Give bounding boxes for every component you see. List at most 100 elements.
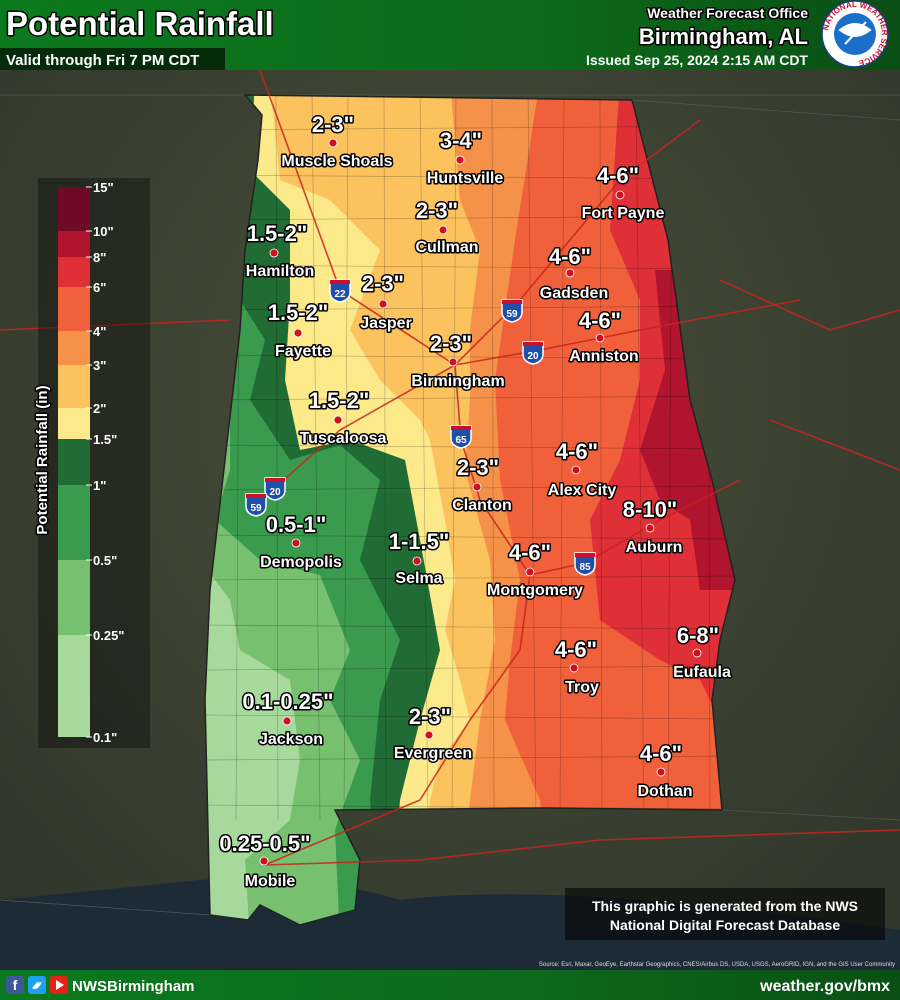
rainfall-amount: 0.5-1" — [266, 512, 327, 537]
interstate-band — [523, 342, 543, 346]
subtitle-bar — [0, 48, 225, 70]
county-line — [343, 95, 349, 821]
legend-label: 0.1" — [93, 730, 117, 745]
interstate-label: 20 — [269, 487, 281, 498]
city-name: Eufaula — [673, 664, 731, 681]
rainfall-amount: 0.25-0.5" — [219, 831, 310, 856]
interstate-band — [265, 478, 285, 482]
rainfall-amount: 2-3" — [457, 455, 499, 480]
legend-swatch — [58, 560, 90, 635]
city-name: Mobile — [245, 873, 296, 890]
county-line — [559, 95, 565, 821]
city-name: Troy — [565, 679, 599, 696]
city-dot — [412, 556, 422, 566]
county-line — [527, 95, 537, 821]
county-line — [635, 95, 645, 821]
legend-swatch — [58, 287, 90, 331]
city-name: Tuscaloosa — [300, 430, 387, 447]
rainfall-amount: 4-6" — [549, 244, 591, 269]
city-name: Demopolis — [260, 554, 342, 571]
legend-label: 0.5" — [93, 553, 117, 568]
city-dot — [472, 482, 482, 492]
city-dot — [569, 663, 579, 673]
rainfall-amount: 2-3" — [430, 331, 472, 356]
legend-swatch — [58, 485, 90, 560]
rainfall-amount: 2-3" — [312, 112, 354, 137]
interstate-band — [330, 280, 350, 284]
location: Birmingham, AL — [639, 24, 808, 49]
city-name: Birmingham — [411, 373, 504, 390]
city-name: Selma — [395, 570, 442, 587]
rainfall-amount: 2-3" — [409, 704, 451, 729]
legend-swatch — [58, 231, 90, 257]
county-line — [205, 755, 735, 761]
interstate-band — [502, 300, 522, 304]
city-name: Muscle Shoals — [281, 153, 392, 170]
note-line: This graphic is generated from the NWS — [592, 898, 858, 914]
note-line: National Digital Forecast Database — [610, 917, 841, 933]
city-dot — [595, 333, 605, 343]
footer-handle[interactable]: NWSBirmingham — [72, 978, 195, 995]
city-dot — [692, 648, 702, 658]
interstate-label: 59 — [250, 503, 262, 514]
issued: Issued Sep 25, 2024 2:15 AM CDT — [586, 52, 808, 68]
city-name: Jackson — [259, 731, 323, 748]
rainfall-amount: 8-10" — [623, 497, 677, 522]
rainfall-amount: 1.5-2" — [268, 300, 329, 325]
city-name: Anniston — [569, 348, 638, 365]
county-line — [311, 95, 321, 821]
city-name: Auburn — [626, 539, 683, 556]
interstate-label: 20 — [527, 351, 539, 362]
footer-url[interactable]: weather.gov/bmx — [759, 978, 890, 995]
county-line — [205, 264, 735, 270]
legend-swatch — [58, 408, 90, 439]
source: Source: Esri, Maxar, GeoEye, Earthstar G… — [539, 962, 895, 968]
county-line — [205, 624, 735, 630]
interstate-shields: 22 59 20 65 20 59 85 — [245, 279, 596, 576]
county-line — [205, 575, 735, 581]
county-line — [383, 95, 387, 821]
interstate-shield — [450, 425, 472, 449]
interstate-band — [246, 494, 266, 498]
interstate-shield — [574, 552, 596, 576]
county-line — [205, 444, 735, 450]
legend-swatch — [58, 331, 90, 365]
city-dot — [565, 268, 575, 278]
state-borders — [0, 94, 900, 916]
rainfall-amount: 4-6" — [509, 540, 551, 565]
city-dot — [259, 856, 269, 866]
county-line — [419, 95, 429, 821]
city-dot — [571, 465, 581, 475]
interstate-label: 22 — [334, 289, 346, 300]
city-name: Alex City — [548, 482, 617, 499]
city-dot — [378, 299, 388, 309]
rainfall-amount: 2-3" — [416, 198, 458, 223]
legend-title: Potential Rainfall (in) — [34, 385, 51, 534]
rainfall-amount: 0.1-0.25" — [242, 689, 333, 714]
county-line — [599, 95, 603, 821]
county-line — [205, 395, 735, 401]
rainfall-amount: 1-1.5" — [389, 529, 450, 554]
legend-swatch — [58, 439, 90, 485]
legend-label: 8" — [93, 250, 106, 265]
city-dot — [424, 730, 434, 740]
county-line — [205, 485, 735, 491]
city-dot — [293, 328, 303, 338]
rainfall-amount: 4-6" — [556, 439, 598, 464]
city-name: Gadsden — [540, 285, 608, 302]
legend-swatch — [58, 187, 90, 231]
city-dot — [291, 538, 301, 548]
note-panel — [565, 888, 885, 940]
roads — [0, 69, 900, 866]
county-line — [205, 534, 735, 540]
city-name: Montgomery — [487, 582, 583, 599]
city-dot — [455, 155, 465, 165]
interstate-label: 59 — [506, 309, 518, 320]
city-dot — [282, 716, 292, 726]
title: Potential Rainfall — [6, 5, 274, 42]
city-dot — [448, 357, 458, 367]
legend-label: 10" — [93, 224, 114, 239]
office: Weather Forecast Office — [647, 5, 808, 21]
rainfall-amount: 4-6" — [640, 741, 682, 766]
